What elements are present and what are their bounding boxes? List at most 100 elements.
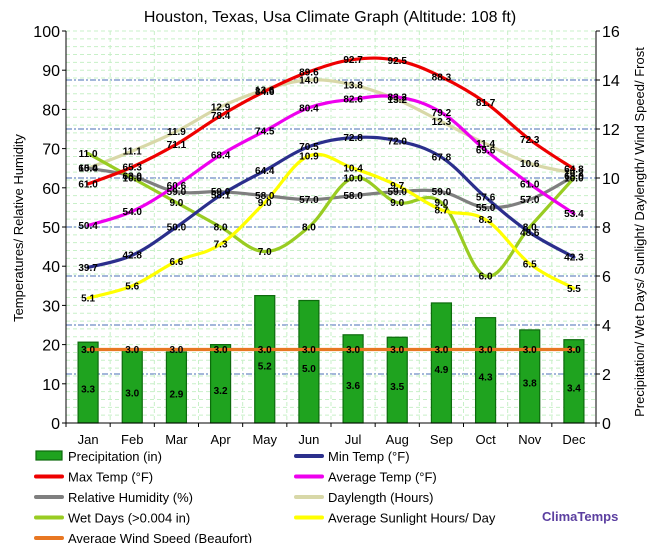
- y-tick-label-left: 90: [42, 63, 60, 80]
- average-sunlight-hours-day-line: [86, 152, 576, 300]
- average-sunlight-hours-day-label: 6.6: [169, 257, 183, 268]
- daylength-hours-label: 10.6: [520, 159, 540, 170]
- max-temp-f-label: 72.3: [520, 135, 540, 146]
- axes: 0 10 20 30 40 50 60 70 80 90 100 0 2 4 6 8 10 12 14 16 Jan Fe…: [33, 24, 620, 447]
- legend-label: Wet Days (>0.004 in): [68, 511, 190, 526]
- wet-days-0-004-in-label: 9.0: [434, 198, 448, 209]
- average-temp-f-label: 68.4: [211, 150, 231, 161]
- min-temp-f-line: [86, 135, 576, 269]
- x-tick-label: Oct: [475, 432, 496, 447]
- precipitation-label: 4.9: [434, 365, 448, 376]
- average-sunlight-hours-day-label: 5.5: [567, 284, 581, 295]
- average-wind-speed-beaufort-label: 3.0: [523, 345, 537, 356]
- y-tick-label-right: 14: [602, 73, 620, 90]
- y-tick-label-right: 16: [602, 24, 620, 41]
- precipitation-label: 5.2: [258, 361, 272, 372]
- x-tick-label: Nov: [518, 432, 542, 447]
- wet-days-0-004-in-label: 11.0: [79, 149, 98, 160]
- relative-humidity-label: 65.0: [78, 164, 98, 175]
- wet-days-0-004-in-label: 8.0: [302, 223, 316, 234]
- legend-label: Relative Humidity (%): [68, 490, 193, 505]
- average-temp-f-label: 50.4: [78, 221, 98, 232]
- x-tick-label: Mar: [165, 432, 188, 447]
- relative-humidity-label: 63.0: [123, 172, 143, 183]
- daylength-hours-label: 11.9: [167, 127, 186, 138]
- min-temp-f-label: 42.8: [123, 251, 143, 262]
- y-tick-label-left: 100: [33, 24, 60, 41]
- max-temp-f-label: 71.1: [167, 140, 187, 151]
- average-temp-f-label: 53.4: [564, 209, 584, 220]
- relative-humidity-label: 59.0: [432, 187, 452, 198]
- y-axis-right-title: Precipitation/ Wet Days/ Sunlight/ Dayle…: [632, 47, 647, 417]
- daylength-hours-label: 12.9: [211, 102, 231, 113]
- min-temp-f-label: 42.3: [564, 253, 584, 264]
- y-tick-label-right: 4: [602, 318, 611, 335]
- max-temp-f-label: 88.3: [432, 72, 452, 83]
- legend-swatch-precipitation: [35, 450, 63, 461]
- average-temp-f-line: [86, 94, 576, 227]
- daylength-hours-label: 13.8: [343, 80, 363, 91]
- legend-label: Average Wind Speed (Beaufort): [68, 531, 252, 543]
- precipitation-label: 3.3: [81, 385, 95, 396]
- precipitation-label: 5.0: [302, 364, 316, 375]
- average-wind-speed-beaufort-label: 3.0: [258, 345, 272, 356]
- precipitation-bar: [209, 344, 232, 424]
- max-temp-f-line: [86, 56, 576, 186]
- daylength-hours-label: 13.6: [255, 85, 275, 96]
- daylength-hours-label: 11.1: [123, 147, 142, 158]
- y-tick-label-left: 60: [42, 181, 60, 198]
- wet-days-0-004-in-label: 9.0: [390, 198, 404, 209]
- legend-label: Precipitation (in): [68, 449, 162, 464]
- relative-humidity-label: 58.0: [255, 191, 275, 202]
- min-temp-f-label: 64.4: [255, 166, 275, 177]
- data-labels: 3.3 3.0 2.9 3.2 5.2 5.0 3.6 3.5 4.9 4.3 3.8 3.4 10.4…: [78, 55, 584, 400]
- average-sunlight-hours-day-label: 5.1: [81, 294, 95, 305]
- daylength-hours-label: 11.4: [476, 139, 495, 150]
- average-sunlight-hours-day-label: 9.0: [258, 198, 272, 209]
- relative-humidity-label: 58.0: [343, 191, 363, 202]
- precipitation-bar: [165, 351, 188, 424]
- average-temp-f-label: 83.2: [388, 92, 408, 103]
- precipitation-bar: [254, 295, 276, 424]
- max-temp-f-label: 92.5: [388, 56, 408, 67]
- daylength-hours-label: 12.3: [432, 117, 452, 128]
- legend: Precipitation (in) Min Temp (°F) Max Temp …: [34, 449, 496, 543]
- average-wind-speed-beaufort-label: 3.0: [567, 345, 581, 356]
- max-temp-f-label: 81.7: [476, 98, 496, 109]
- average-temp-f-label: 82.6: [343, 95, 363, 106]
- average-temp-f-label: 79.2: [432, 108, 452, 119]
- daylength-hours-label: 10.4: [78, 164, 98, 175]
- legend-label: Min Temp (°F): [328, 449, 410, 464]
- x-tick-label: Dec: [562, 432, 586, 447]
- average-sunlight-hours-day-label: 10.4: [343, 164, 363, 175]
- average-wind-speed-beaufort-label: 3.0: [479, 345, 493, 356]
- precipitation-label: 2.9: [169, 389, 183, 400]
- precipitation-bar: [121, 348, 143, 424]
- brand-label: ClimaTemps: [542, 509, 618, 524]
- average-wind-speed-beaufort-label: 3.0: [434, 345, 448, 356]
- y-tick-label-left: 40: [42, 259, 60, 276]
- precipitation-label: 4.3: [479, 372, 493, 383]
- x-tick-label: Sep: [430, 432, 453, 447]
- average-sunlight-hours-day-label: 8.3: [479, 215, 493, 226]
- min-temp-f-label: 70.5: [299, 142, 319, 153]
- min-temp-f-label: 39.7: [78, 263, 98, 274]
- series-lines: [86, 56, 576, 352]
- wet-days-0-004-in-label: 10.0: [123, 174, 143, 185]
- precipitation-bar: [430, 302, 453, 424]
- grid: [66, 30, 596, 424]
- average-temp-f-label: 69.6: [476, 146, 496, 157]
- average-sunlight-hours-day-label: 7.3: [214, 240, 228, 251]
- x-tick-label: Jun: [298, 432, 319, 447]
- average-temp-f-label: 61.0: [520, 179, 540, 190]
- relative-humidity-label: 63.0: [564, 172, 584, 183]
- average-wind-speed-beaufort-label: 3.0: [302, 345, 316, 356]
- y-tick-label-left: 30: [42, 298, 60, 315]
- y-tick-label-right: 0: [602, 416, 611, 433]
- max-temp-f-label: 89.6: [299, 67, 319, 78]
- relative-humidity-label: 55.0: [476, 203, 496, 214]
- average-sunlight-hours-day-label: 8.7: [434, 205, 448, 216]
- min-temp-f-label: 72.0: [388, 136, 408, 147]
- y-tick-label-right: 10: [602, 171, 620, 188]
